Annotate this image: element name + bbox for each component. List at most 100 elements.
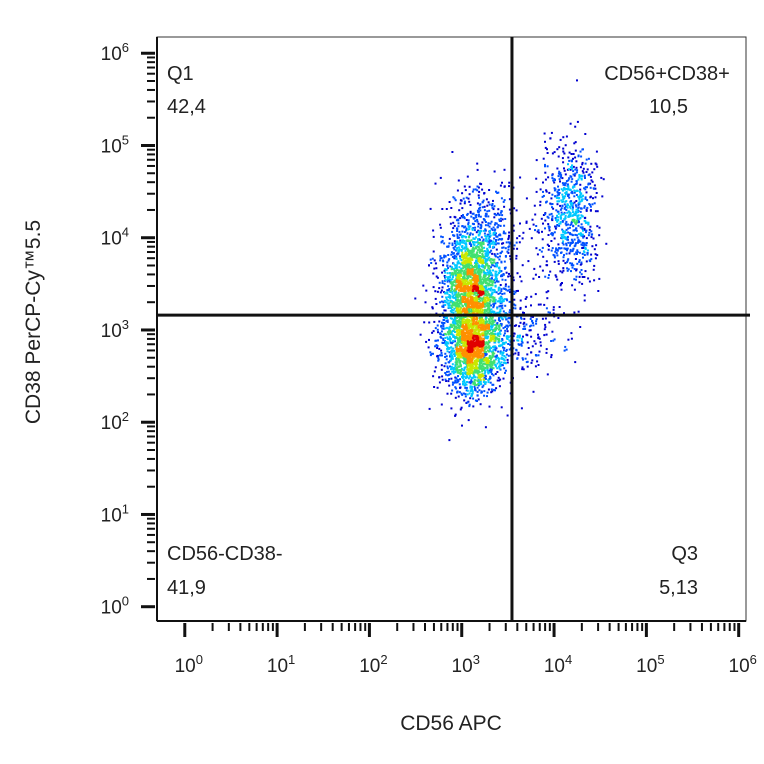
event-dot <box>460 301 463 304</box>
event-dot <box>465 321 468 323</box>
event-dot <box>490 369 493 372</box>
event-dot <box>455 319 458 322</box>
event-dot <box>480 327 483 330</box>
event-dot <box>533 267 536 270</box>
event-dot <box>470 286 473 289</box>
event-dot <box>508 311 511 314</box>
event-dot <box>565 135 568 138</box>
event-dot <box>455 295 457 298</box>
event-dot <box>572 211 574 214</box>
event-dot <box>476 394 479 397</box>
event-dot <box>487 222 490 225</box>
event-dot <box>595 163 598 166</box>
event-dot <box>501 307 504 310</box>
event-dot <box>504 356 507 359</box>
event-dot <box>581 226 584 229</box>
event-dot <box>439 301 442 304</box>
event-dot <box>450 377 453 380</box>
event-dot <box>515 348 518 351</box>
event-dot <box>489 222 492 225</box>
event-dot <box>491 203 494 205</box>
event-dot <box>476 303 479 306</box>
event-dot <box>513 244 516 247</box>
event-dot <box>450 300 453 302</box>
event-dot <box>592 268 595 271</box>
event-dot <box>558 306 561 308</box>
event-dot <box>530 295 533 298</box>
event-dot <box>441 305 444 308</box>
event-dot <box>452 252 455 255</box>
event-dot <box>465 196 468 199</box>
event-dot <box>592 237 595 240</box>
event-dot <box>549 137 552 140</box>
event-dot <box>441 312 444 315</box>
event-dot <box>544 317 547 320</box>
event-dot <box>469 302 472 305</box>
event-dot <box>508 185 510 188</box>
event-dot <box>461 331 464 334</box>
event-dot <box>460 259 463 262</box>
event-dot <box>456 233 459 236</box>
event-dot <box>556 249 559 252</box>
event-dot <box>577 221 580 224</box>
event-dot <box>466 363 469 366</box>
event-dot <box>578 260 581 263</box>
event-dot <box>537 333 539 336</box>
event-dot <box>505 324 508 327</box>
event-dot <box>486 337 489 340</box>
event-dot <box>503 342 506 345</box>
event-dot <box>594 196 597 199</box>
event-dot <box>469 361 471 364</box>
event-dot <box>451 317 453 320</box>
event-dot <box>448 237 451 240</box>
event-dot <box>579 226 582 229</box>
event-dot <box>585 237 588 240</box>
event-dot <box>486 247 489 250</box>
event-dot <box>465 355 468 358</box>
event-dot <box>451 244 454 246</box>
event-dot <box>471 355 474 358</box>
event-dot <box>567 194 570 197</box>
event-dot <box>474 330 477 332</box>
event-dot <box>463 292 466 295</box>
event-dot <box>473 346 476 349</box>
event-dot <box>503 288 506 290</box>
event-dot <box>480 241 483 244</box>
event-dot <box>468 292 471 295</box>
event-dot <box>471 367 474 370</box>
event-dot <box>590 236 593 239</box>
event-dot <box>589 186 592 189</box>
event-dot <box>501 237 504 240</box>
event-dot <box>471 380 474 383</box>
event-dot <box>512 229 515 232</box>
event-dot <box>456 306 459 309</box>
event-dot <box>455 267 458 270</box>
event-dot <box>482 266 485 269</box>
event-dot <box>480 260 482 263</box>
event-dot <box>460 282 463 285</box>
event-dot <box>470 336 473 339</box>
event-dot <box>521 368 524 371</box>
event-dot <box>569 168 572 171</box>
event-dot <box>486 297 489 300</box>
event-dot <box>473 297 476 300</box>
event-dot <box>539 200 542 203</box>
event-dot <box>568 215 571 218</box>
event-dot <box>457 326 460 328</box>
event-dot <box>455 387 458 390</box>
event-dot <box>472 326 475 329</box>
event-dot <box>443 322 446 324</box>
event-dot <box>458 348 461 351</box>
event-dot <box>476 249 479 252</box>
event-dot <box>464 346 467 349</box>
event-dot <box>565 193 567 196</box>
event-dot <box>499 324 502 327</box>
event-dot <box>559 215 562 218</box>
event-dot <box>452 329 454 332</box>
event-dot <box>513 324 516 327</box>
event-dot <box>467 364 470 366</box>
event-dot <box>558 222 561 225</box>
event-dot <box>573 213 576 216</box>
event-dot <box>485 357 488 359</box>
event-dot <box>578 202 581 205</box>
